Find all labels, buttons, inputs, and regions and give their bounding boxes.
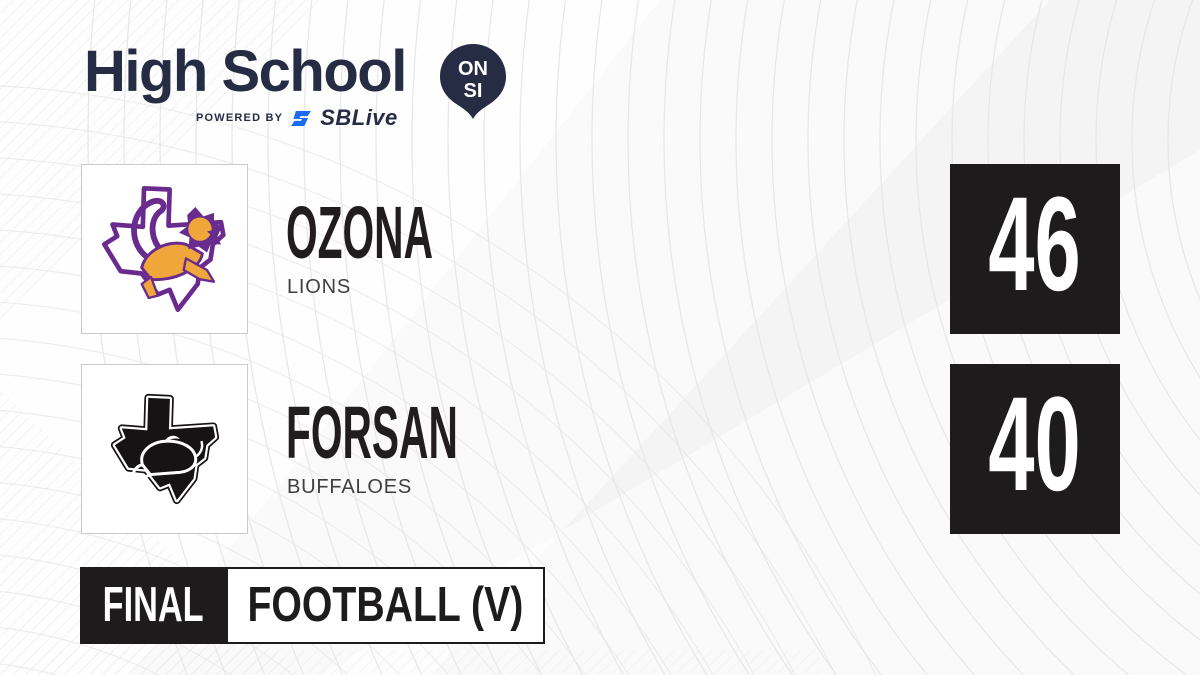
team2-logo-box	[81, 364, 248, 534]
team2-name: FORSAN	[286, 391, 458, 474]
pin-text-si: SI	[464, 80, 483, 102]
page-title: High School	[84, 39, 407, 104]
powered-by-row: POWERED BY SBLive	[196, 106, 398, 130]
sport-label: FOOTBALL (V)	[247, 578, 524, 632]
team1-score-box: 46	[950, 164, 1120, 334]
sblive-logo-icon	[291, 110, 312, 126]
powered-by-label: POWERED BY	[196, 112, 284, 124]
team1-logo-box	[81, 164, 248, 334]
team2-score-box: 40	[950, 364, 1120, 534]
team2-score: 40	[988, 370, 1082, 519]
ozona-lions-logo-icon	[101, 186, 226, 312]
game-status-label: FINAL	[102, 578, 204, 632]
team1-score: 46	[988, 170, 1082, 319]
sport-label-box: FOOTBALL (V)	[226, 567, 545, 644]
team1-mascot: LIONS	[287, 276, 352, 298]
forsan-buffaloes-logo-icon	[110, 393, 219, 505]
team2-mascot: BUFFALOES	[287, 476, 413, 498]
game-status-badge: FINAL	[80, 567, 226, 644]
team1-name: OZONA	[286, 191, 433, 274]
pin-text-on: ON	[458, 58, 488, 80]
sblive-wordmark: SBLive	[320, 105, 398, 130]
on-si-pin-icon: ON SI	[440, 44, 506, 119]
